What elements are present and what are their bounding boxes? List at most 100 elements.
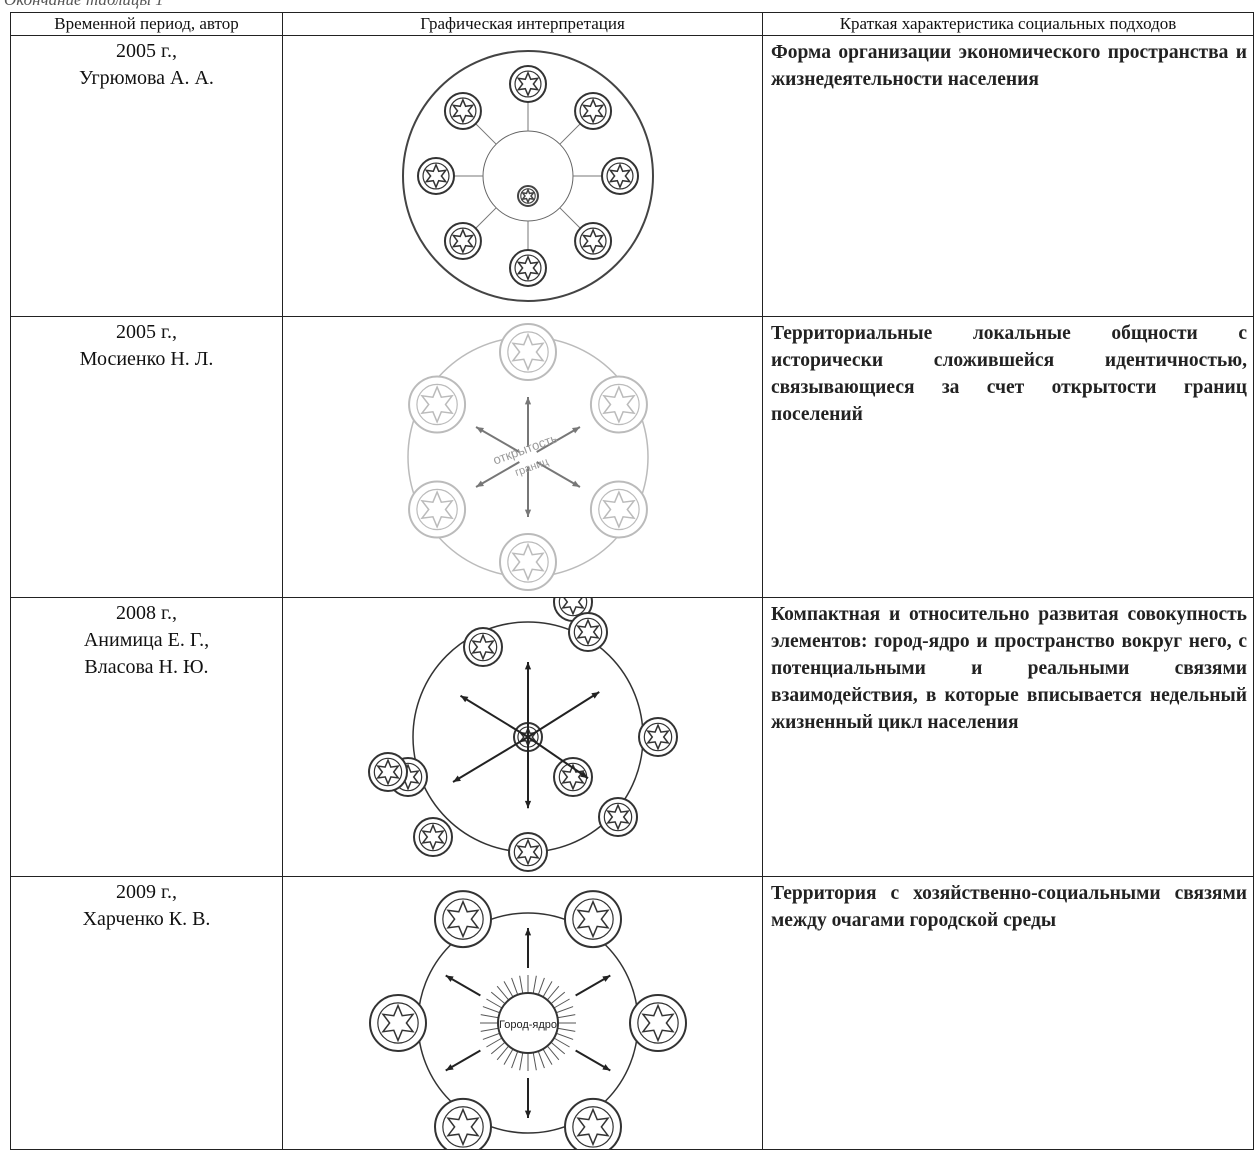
ray (480, 1027, 499, 1032)
ray (503, 1048, 514, 1065)
ray (537, 977, 545, 995)
arrow-head (591, 692, 600, 699)
description-cell: Территориальные локальные общности с ист… (762, 316, 1254, 598)
arrow-head (524, 928, 532, 936)
ray (553, 1037, 570, 1048)
outer-ring (402, 50, 654, 302)
ray (519, 975, 524, 994)
node-star (581, 97, 605, 125)
ray (542, 1048, 553, 1065)
link-arrow (536, 426, 581, 453)
node-star (576, 618, 600, 646)
ray (542, 981, 553, 998)
node-star (576, 1107, 610, 1147)
node-star (646, 723, 670, 751)
table-row: 2009 г., Харченко К. В. Город-ядро Территор… (10, 876, 1254, 1150)
ray (496, 1045, 510, 1061)
node-star (451, 97, 475, 125)
node-star (420, 490, 454, 529)
link-arrow (527, 691, 600, 738)
table-row: 2005 г., Мосиенко Н. Л. открытость границ Те… (10, 316, 1254, 598)
node-star (576, 899, 610, 939)
node-star (608, 162, 632, 190)
author-line: Анимица Е. Г., (83, 629, 210, 651)
ray (511, 1051, 519, 1069)
description-cell: Территория с хозяйственно-социальными св… (762, 876, 1254, 1150)
node-inner (598, 488, 640, 531)
ray (553, 998, 570, 1009)
node-inner (572, 1106, 614, 1148)
node-star (561, 763, 585, 791)
ray (503, 981, 514, 998)
author-cell: 2008 г., Анимица Е. Г., Власова Н. Ю. (10, 597, 283, 877)
arrow-head (524, 662, 532, 670)
spoke (559, 207, 582, 230)
arrow-head (524, 397, 532, 405)
ray (511, 977, 519, 995)
header-row: Временной период, автор Графическая инте… (10, 12, 1254, 36)
arrow-head (445, 1064, 454, 1071)
description: Территория с хозяйственно-социальными св… (771, 883, 1247, 931)
arrow-head (445, 975, 454, 982)
node-star (602, 490, 636, 529)
spoke (474, 207, 497, 230)
ray (482, 1006, 500, 1014)
ray (486, 1037, 503, 1048)
author-line: Мосиенко Н. Л. (79, 348, 214, 370)
ray (490, 991, 506, 1005)
arrow-head (602, 1064, 611, 1071)
ray (557, 1027, 576, 1032)
author-cell: 2009 г., Харченко К. В. (10, 876, 283, 1150)
arrow-head (572, 427, 580, 434)
ray (532, 1052, 537, 1071)
diagram-label: открытость (491, 430, 560, 467)
node-inner (442, 898, 484, 940)
header-cell: Графическая интерпретация (282, 12, 763, 36)
arrow-head (602, 975, 611, 982)
arrow-head (580, 771, 588, 779)
node-star (581, 227, 605, 255)
ray (556, 1006, 574, 1014)
node-inner (507, 331, 549, 373)
inner-ring (482, 130, 574, 222)
node-inner (507, 541, 549, 583)
node-star (446, 899, 480, 939)
ray (550, 1041, 566, 1055)
node-star (471, 633, 495, 661)
ray (480, 1014, 499, 1019)
node-star (421, 823, 445, 851)
core-label: Город-ядро (499, 1019, 557, 1031)
ray (537, 1051, 545, 1069)
link-arrow (475, 461, 520, 488)
node-star (606, 803, 630, 831)
author-line: Угрюмова А. А. (79, 67, 214, 89)
arrow-head (453, 775, 461, 782)
node-star (420, 385, 454, 424)
approaches-table: Временной период, автор Графическая инте… (10, 12, 1254, 1150)
node-star (520, 187, 536, 205)
node-star (516, 254, 540, 282)
table-row: 2005 г., Угрюмова А. А. Форма организации … (10, 35, 1254, 317)
arrow-head (524, 509, 532, 517)
description-cell: Форма организации экономического простра… (762, 35, 1254, 317)
node-inner (416, 488, 458, 531)
diagram: Город-ядро (369, 890, 687, 1149)
node-star (516, 70, 540, 98)
author-line: 2009 г., (116, 881, 177, 903)
node-star (446, 1107, 480, 1147)
description: Территориальные локальные общности с ист… (771, 323, 1247, 425)
author-line: Власова Н. Ю. (84, 656, 209, 678)
ray (546, 985, 560, 1001)
description: Форма организации экономического простра… (771, 42, 1247, 90)
diagram-cell (282, 597, 763, 877)
node-inner (442, 1106, 484, 1148)
arrow-head (476, 480, 484, 487)
ray (556, 1032, 574, 1040)
ray (532, 975, 537, 994)
description-cell: Компактная и относительно развитая совок… (762, 597, 1254, 877)
link-arrow (536, 461, 581, 488)
ray (482, 1032, 500, 1040)
link-arrow (459, 694, 529, 738)
core (497, 992, 559, 1054)
